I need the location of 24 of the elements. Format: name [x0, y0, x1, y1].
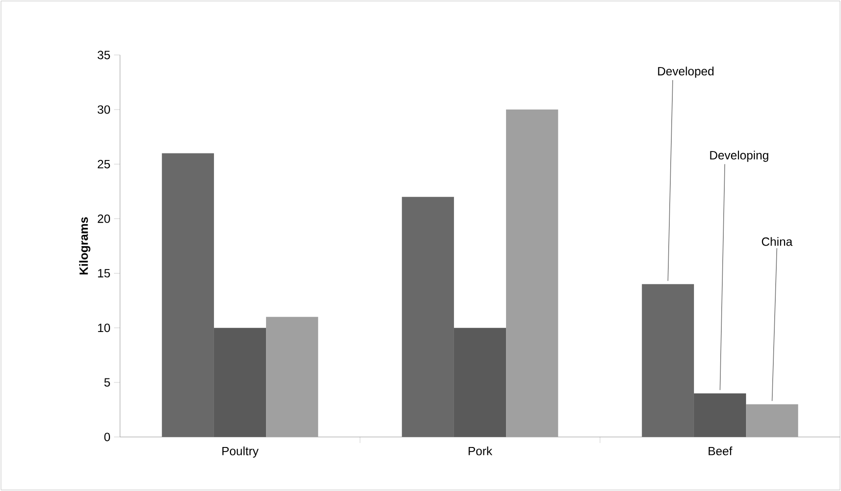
y-tick-label: 25 [98, 160, 110, 168]
y-tick-label: 5 [104, 378, 110, 387]
bar [454, 328, 506, 437]
y-tick-label: 15 [98, 269, 110, 278]
bar [214, 328, 266, 437]
y-tick-label: 20 [98, 214, 110, 223]
y-tick-label: 35 [98, 50, 110, 60]
x-tick-label: Pork [468, 446, 492, 456]
y-tick-label: 10 [98, 324, 110, 332]
bar [402, 196, 454, 437]
bar [266, 316, 318, 437]
y-tick-label: 0 [104, 432, 110, 442]
y-tick-label: 30 [98, 105, 110, 114]
text: Developing [710, 150, 768, 162]
x-tick-label: Beef [708, 446, 732, 456]
bar [746, 404, 798, 437]
y-axis-title: Kilograms [79, 217, 90, 274]
bar [694, 393, 746, 437]
text: Developed [658, 66, 714, 78]
bar [506, 110, 558, 437]
bar [162, 153, 214, 437]
bar [642, 284, 694, 437]
x-tick-label: Poultry [222, 446, 259, 458]
text: China [762, 237, 793, 246]
